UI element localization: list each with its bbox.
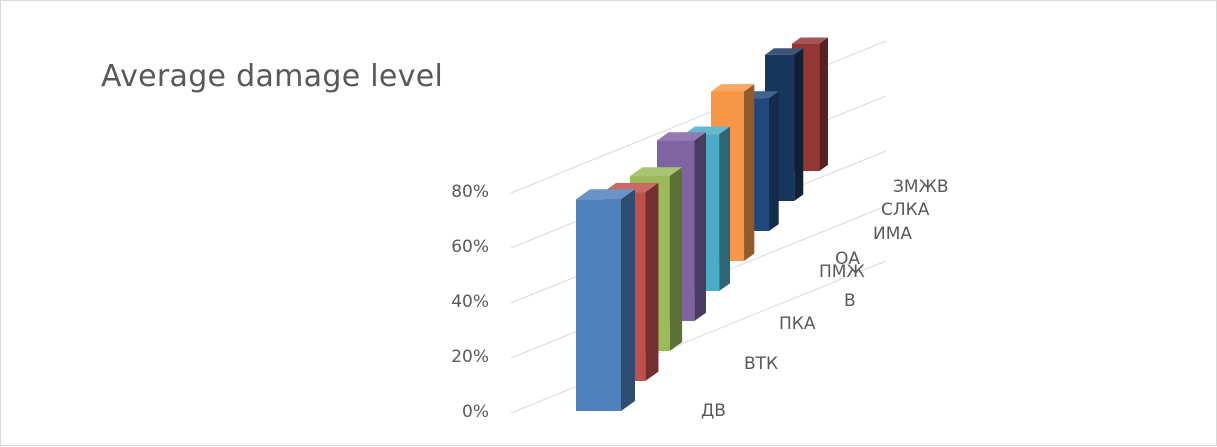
bar-side	[694, 132, 707, 321]
bar-side	[719, 126, 731, 291]
category-label: ИМА	[873, 224, 912, 244]
category-label: СЛКА	[881, 200, 930, 220]
y-tick-label: 80%	[451, 182, 489, 202]
category-label: ПМЖ	[819, 262, 865, 282]
y-tick-label: 40%	[451, 292, 489, 312]
category-label: ОА	[835, 249, 860, 269]
bar-top	[630, 167, 683, 177]
category-label: В	[844, 291, 856, 311]
y-tick-label: 0%	[462, 402, 489, 422]
bar-top	[792, 37, 828, 44]
category-label: ЗМЖВ	[893, 177, 949, 197]
bars	[576, 37, 828, 411]
bar-side	[669, 167, 683, 351]
bar-side	[744, 84, 755, 262]
bar-top	[657, 132, 707, 141]
bar-top	[765, 48, 804, 55]
bar-front	[576, 199, 621, 411]
gridline	[510, 260, 887, 414]
y-tick-label: 20%	[451, 347, 489, 367]
bar-side	[645, 182, 659, 381]
chart-title: Average damage level	[101, 59, 444, 94]
bar	[576, 189, 635, 411]
category-label: ПКА	[779, 314, 816, 334]
bar-top	[576, 189, 635, 200]
y-axis-ticks: 0% 20% 40% 60% 80%	[451, 182, 489, 422]
category-label: ДВ	[701, 401, 726, 421]
y-tick-label: 60%	[451, 237, 489, 257]
bar-side	[794, 48, 804, 202]
bar-side	[819, 37, 828, 172]
category-label: ВТК	[744, 354, 778, 374]
bar-side	[769, 91, 779, 232]
bar-side	[621, 189, 635, 411]
bar-top	[711, 84, 755, 92]
